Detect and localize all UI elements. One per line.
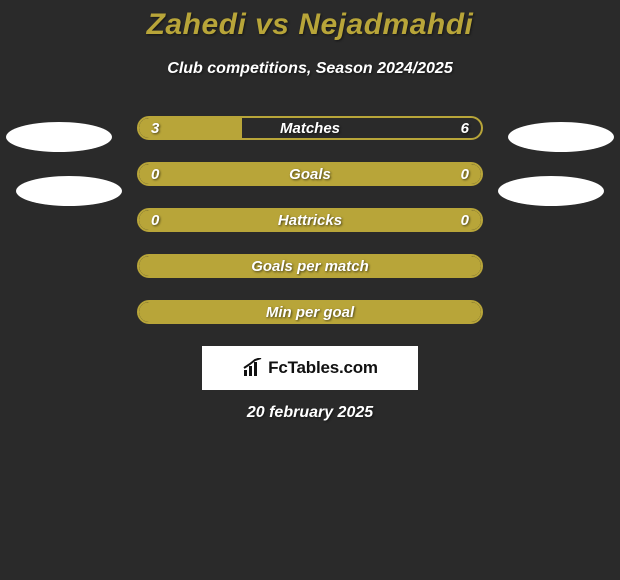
stat-label: Goals per match bbox=[139, 258, 481, 275]
page-title: Zahedi vs Nejadmahdi bbox=[0, 0, 620, 42]
stat-row-hattricks: 00Hattricks bbox=[137, 208, 483, 232]
stat-label: Min per goal bbox=[139, 304, 481, 321]
stat-row-matches: 36Matches bbox=[137, 116, 483, 140]
brand-badge: FcTables.com bbox=[202, 346, 418, 390]
stats-container: 36Matches 00Goals 00Hattricks Goals per mat… bbox=[0, 116, 620, 324]
stat-row-min-per-goal: Min per goal bbox=[137, 300, 483, 324]
stat-label: Goals bbox=[139, 166, 481, 183]
stat-label: Hattricks bbox=[139, 212, 481, 229]
date-text: 20 february 2025 bbox=[0, 404, 620, 422]
stat-row-goals: 00Goals bbox=[137, 162, 483, 186]
stat-label: Matches bbox=[139, 120, 481, 137]
chart-icon bbox=[242, 358, 264, 378]
brand-text: FcTables.com bbox=[268, 358, 378, 378]
page-subtitle: Club competitions, Season 2024/2025 bbox=[0, 60, 620, 78]
stat-row-goals-per-match: Goals per match bbox=[137, 254, 483, 278]
